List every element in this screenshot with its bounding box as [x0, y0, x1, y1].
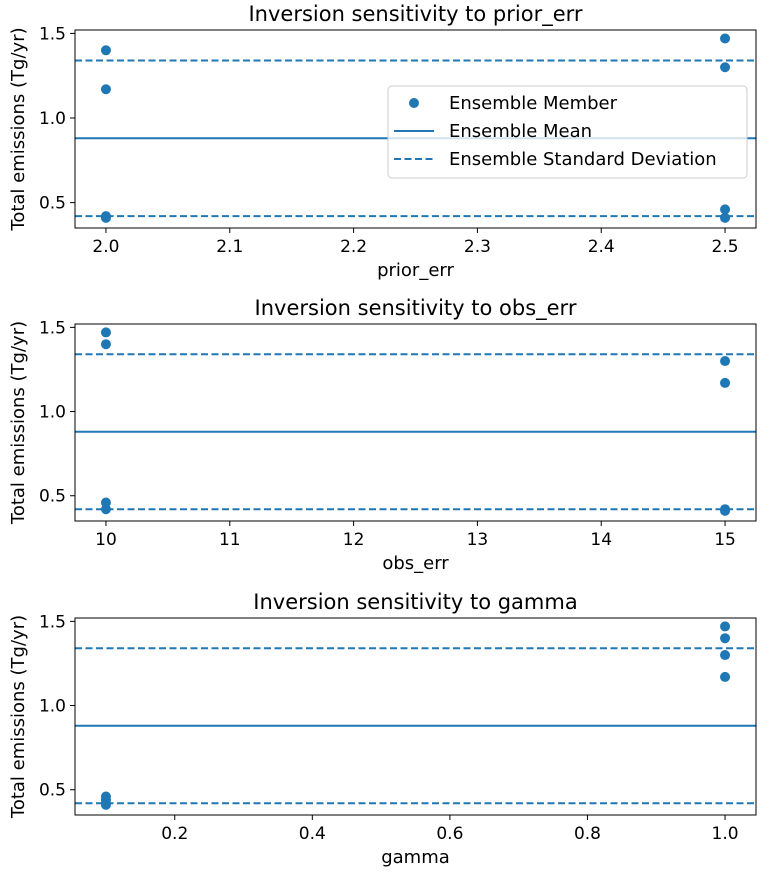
y-tick-label: 0.5 [39, 781, 66, 801]
subplot-2: Inversion sensitivity to obs_err 10 11 12 13… [8, 296, 757, 574]
chart-title: Inversion sensitivity to prior_err [248, 2, 582, 27]
legend-member-label: Ensemble Member [449, 93, 618, 114]
y-axis-label: Total emissions (Tg/yr) [8, 321, 29, 525]
ensemble-member-point [100, 212, 111, 223]
x-tick-label: 10 [95, 530, 117, 550]
x-axis-label: gamma [381, 847, 450, 868]
x-tick-label: 12 [343, 530, 365, 550]
ensemble-member-point [720, 633, 731, 644]
x-tick-label: 0.8 [574, 824, 601, 844]
ensemble-member-point [100, 327, 111, 338]
ensemble-member-point [100, 504, 111, 515]
chart-title: Inversion sensitivity to obs_err [255, 296, 577, 321]
x-tick-label: 2.2 [340, 237, 367, 257]
x-tick-label: 2.3 [464, 237, 491, 257]
chart-title: Inversion sensitivity to gamma [253, 590, 577, 614]
ensemble-member-point [720, 671, 731, 682]
x-tick-label: 0.4 [299, 824, 326, 844]
axes-frame [74, 323, 757, 522]
x-tick-label: 13 [467, 530, 489, 550]
x-tick-label: 15 [714, 530, 736, 550]
axes-frame [74, 617, 757, 816]
y-tick-label: 1.0 [39, 403, 66, 423]
x-tick-label: 11 [219, 530, 241, 550]
ensemble-member-point [720, 62, 731, 73]
ensemble-member-point [720, 621, 731, 632]
x-axis-label: obs_err [382, 553, 449, 574]
y-tick-label: 1.5 [39, 318, 66, 338]
legend-mean-label: Ensemble Mean [449, 121, 592, 142]
ensemble-member-point [100, 339, 111, 350]
x-tick-label: 0.6 [436, 824, 463, 844]
ensemble-member-point [720, 33, 731, 44]
x-axis-label: prior_err [377, 260, 454, 281]
subplot-1: Inversion sensitivity to prior_err 2.0 2.1… [8, 2, 757, 281]
legend-std-label: Ensemble Standard Deviation [449, 149, 717, 170]
y-tick-label: 1.5 [39, 24, 66, 44]
legend-member-marker [409, 98, 419, 108]
y-tick-label: 0.5 [39, 194, 66, 214]
ensemble-member-point [720, 505, 731, 516]
ensemble-member-point [100, 45, 111, 56]
y-axis-label: Total emissions (Tg/yr) [8, 615, 29, 819]
x-tick-label: 2.0 [92, 237, 119, 257]
axes-frame [74, 29, 757, 229]
y-tick-label: 1.5 [39, 612, 66, 632]
y-tick-label: 0.5 [39, 487, 66, 507]
ensemble-member-point [100, 799, 111, 810]
ensemble-member-point [720, 356, 731, 367]
y-tick-label: 1.0 [39, 109, 66, 129]
subplot-3: Inversion sensitivity to gamma 0.2 0.4 0.6 0… [8, 590, 757, 868]
ensemble-member-point [720, 212, 731, 223]
x-tick-label: 2.5 [712, 237, 739, 257]
x-tick-label: 2.4 [588, 237, 615, 257]
y-tick-label: 1.0 [39, 697, 66, 717]
legend-box [387, 85, 748, 179]
y-axis-label: Total emissions (Tg/yr) [8, 27, 29, 231]
x-tick-label: 14 [590, 530, 612, 550]
x-tick-label: 2.1 [216, 237, 243, 257]
ensemble-member-point [720, 204, 731, 215]
ensemble-member-point [720, 377, 731, 388]
x-tick-label: 1.0 [712, 824, 739, 844]
x-tick-label: 0.2 [161, 824, 188, 844]
legend: Ensemble Member Ensemble Mean Ensemble Sta… [387, 85, 748, 179]
ensemble-member-point [720, 650, 731, 661]
ensemble-member-point [100, 84, 111, 95]
